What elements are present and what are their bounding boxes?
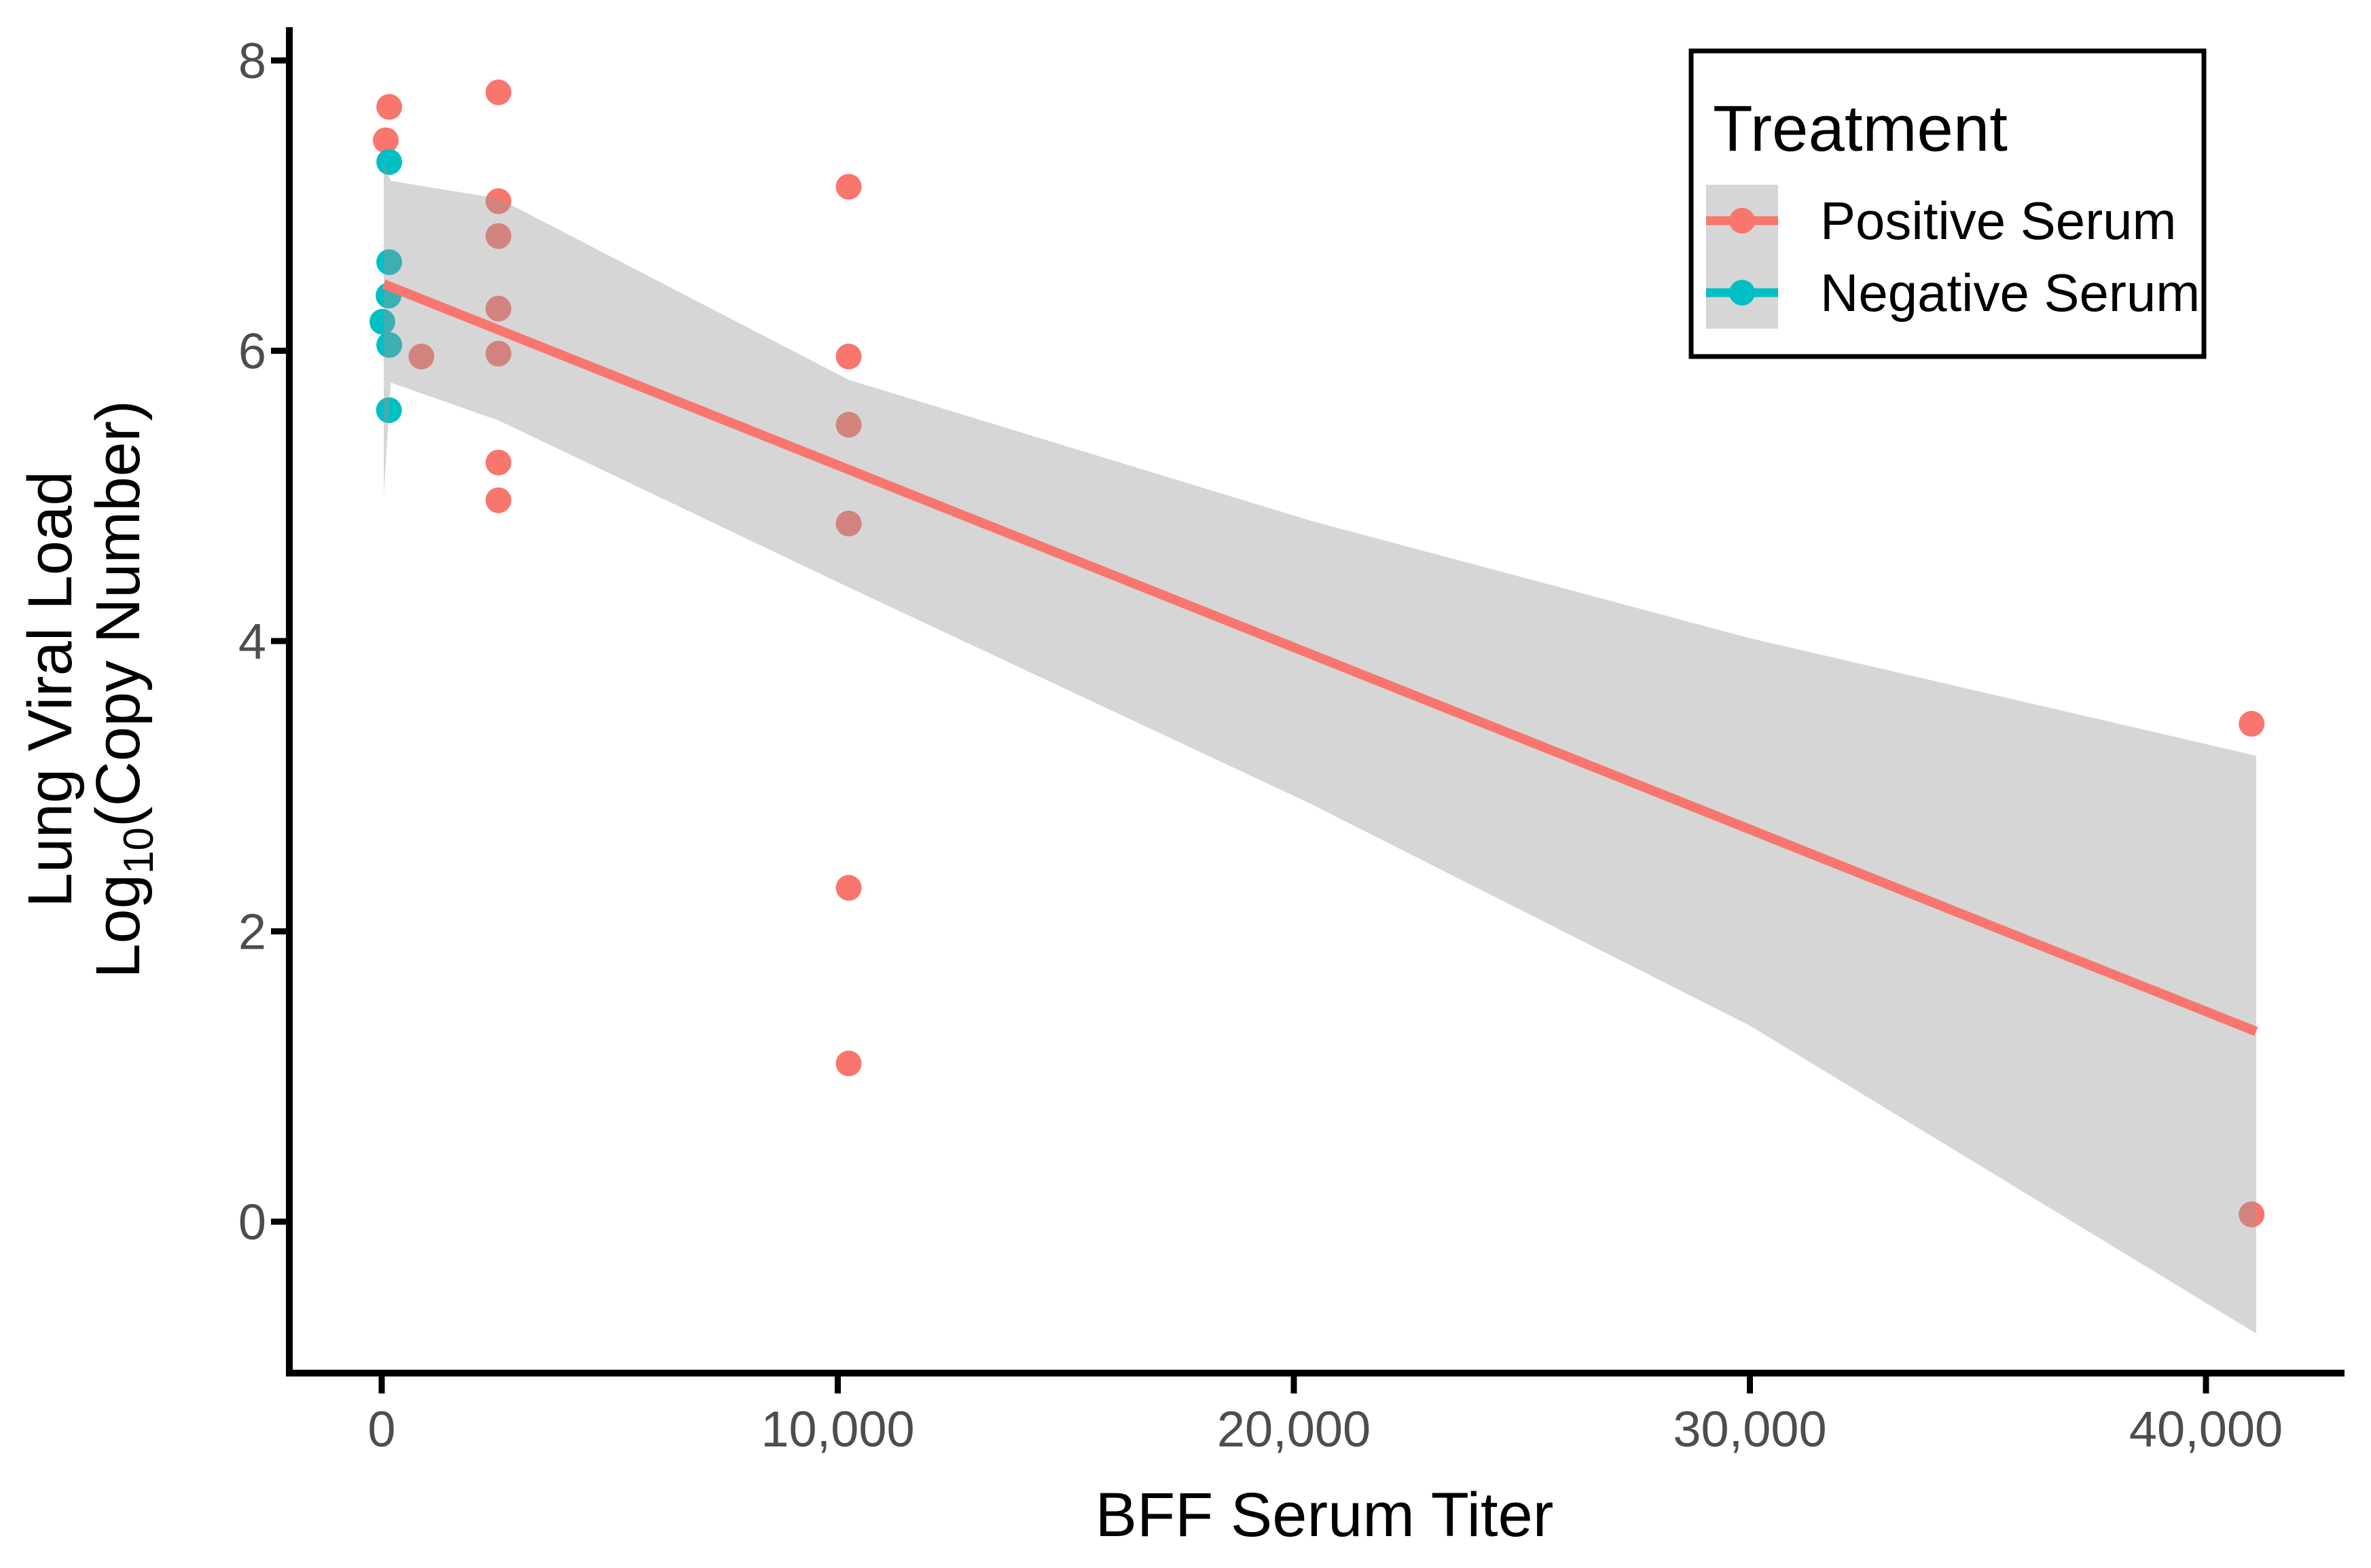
x-axis-title: BFF Serum Titer [1096,1480,1554,1550]
chart-canvas: 0 2 4 6 8 0 10,000 20,000 30,000 40,000 BFF Serum… [0,0,2371,1565]
data-point-positive-serum [373,128,399,153]
y-title-suffix: (Copy Number) [84,400,153,827]
legend-label-positive: Positive Serum [1820,191,2177,251]
y-tick-label: 6 [238,323,266,380]
data-point-positive-serum [836,1051,862,1076]
data-point-positive-serum [486,450,511,475]
y-axis-title-line2: Log10(Copy Number) [84,400,162,978]
y-tick-label: 8 [238,33,266,89]
data-point-positive-serum [376,94,402,120]
legend: Treatment Positive Serum Negative Serum [1691,51,2204,357]
y-axis-title-line1: Lung Viral Load [16,471,85,908]
data-point-positive-serum [836,875,862,900]
x-tick-label: 0 [367,1401,395,1457]
legend-key-positive-dot [1729,208,1755,234]
data-point-positive-serum [836,174,862,200]
x-tick-label: 10,000 [761,1401,914,1457]
data-point-positive-serum [486,79,511,105]
data-point-positive-serum [2239,711,2264,737]
legend-key-negative-dot [1729,280,1755,306]
x-tick-label: 30,000 [1673,1401,1826,1457]
scatter-plot-figure: 0 2 4 6 8 0 10,000 20,000 30,000 40,000 BFF Serum… [0,0,2371,1565]
y-title-log: Log [84,874,153,979]
y-tick-label: 4 [238,613,266,670]
data-point-positive-serum [836,344,862,369]
y-tick-label: 0 [238,1194,266,1250]
y-title-subscript: 10 [115,827,162,874]
x-tick-label: 40,000 [2129,1401,2283,1457]
x-tick-label: 20,000 [1217,1401,1371,1457]
data-point-negative-serum [376,149,402,175]
y-tick-label: 2 [238,904,266,960]
regression-line [384,284,2256,1032]
legend-title: Treatment [1713,92,2008,165]
data-point-positive-serum [486,488,511,513]
legend-label-negative: Negative Serum [1820,263,2200,323]
